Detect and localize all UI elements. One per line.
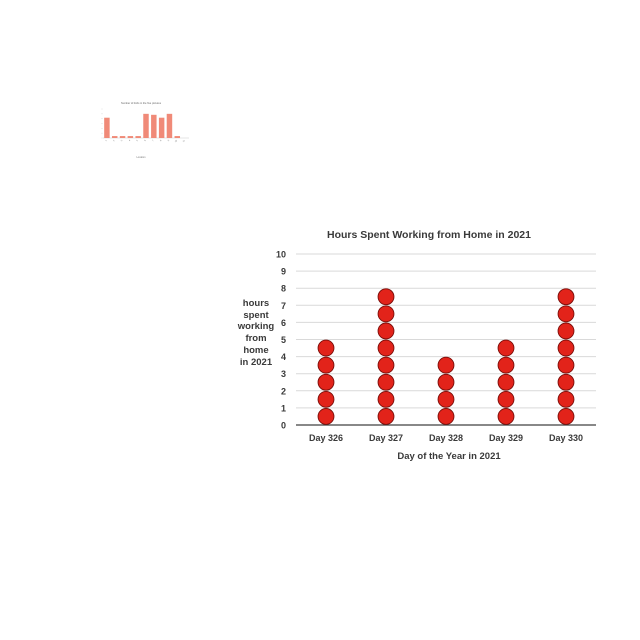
data-dot xyxy=(317,373,335,391)
y-axis-label-line: home xyxy=(243,344,269,356)
data-dot xyxy=(377,305,395,323)
thumb-bar xyxy=(135,136,141,138)
data-dot xyxy=(377,356,395,374)
thumb-category-label: 2 xyxy=(113,139,116,142)
y-axis-label-line: working xyxy=(237,321,275,333)
data-dot xyxy=(557,408,575,425)
x-tick-label: Day 329 xyxy=(489,433,523,443)
chart-title: Hours Spent Working from Home in 2021 xyxy=(327,229,531,241)
x-tick-label: Day 328 xyxy=(429,433,463,443)
y-axis-label: hours spent working from home in 2021 xyxy=(232,298,280,368)
thumb-category-label: 7 xyxy=(152,139,155,142)
y-axis-label-line: from xyxy=(245,333,267,345)
thumb-bar xyxy=(104,117,110,138)
y-tick-label: 1 xyxy=(281,403,286,413)
x-tick-label: Day 330 xyxy=(549,433,583,443)
thumb-bar xyxy=(174,136,181,138)
thumb-category-label: 11 xyxy=(183,139,186,143)
y-tick-label: 4 xyxy=(281,352,286,362)
thumb-category-label: 10 xyxy=(175,139,179,143)
data-dot xyxy=(437,408,455,425)
thumb-category-label: 6 xyxy=(144,139,147,142)
thumb-category-label: 4 xyxy=(129,139,132,142)
data-dot xyxy=(437,390,455,408)
y-tick-label: 3 xyxy=(281,369,286,379)
thumb-bar xyxy=(166,113,173,138)
y-axis-label-line: hours xyxy=(242,298,270,309)
data-dot xyxy=(377,408,395,425)
small-bar-chart: Number of birds in the five pictures 1 2 3 4… xyxy=(101,101,189,159)
thumb-bar xyxy=(119,136,126,138)
y-tick-label: 10 xyxy=(276,250,286,260)
data-dot xyxy=(497,339,515,357)
data-dot xyxy=(497,356,515,374)
data-dot xyxy=(317,339,335,357)
data-dot xyxy=(377,322,395,340)
data-dot xyxy=(317,408,335,425)
data-dot xyxy=(557,390,575,408)
data-dot xyxy=(377,390,395,408)
thumb-bar xyxy=(158,117,165,138)
y-tick-label: 9 xyxy=(281,267,286,277)
thumb-bar xyxy=(111,136,118,138)
thumb-category-label: 1 xyxy=(105,139,108,142)
data-dot xyxy=(557,322,575,340)
x-tick-label: Day 326 xyxy=(309,433,343,443)
thumb-category-label: 8 xyxy=(160,139,163,142)
thumb-category-label: 5 xyxy=(137,139,140,142)
data-dot xyxy=(377,288,395,306)
thumb-title: Number of birds in the five pictures xyxy=(121,101,162,105)
data-dot xyxy=(377,373,395,391)
data-dot xyxy=(557,339,575,357)
x-axis-label: Day of the Year in 2021 xyxy=(397,451,501,462)
y-tick-label: 7 xyxy=(281,301,286,311)
y-tick-label: 5 xyxy=(281,335,286,345)
data-dot xyxy=(557,356,575,374)
thumb-bar xyxy=(151,114,157,138)
data-dot xyxy=(497,408,515,425)
thumb-x-label: Location xyxy=(136,156,146,159)
y-tick-label: 6 xyxy=(281,318,286,328)
data-dot xyxy=(377,339,395,357)
data-dot xyxy=(437,373,455,391)
data-dot xyxy=(557,305,575,323)
data-dot xyxy=(317,390,335,408)
y-tick-label: 0 xyxy=(281,421,286,431)
data-dot xyxy=(557,373,575,391)
x-tick-label: Day 327 xyxy=(369,433,403,443)
data-dot xyxy=(497,373,515,391)
thumb-bar xyxy=(143,113,149,138)
y-axis-label-line: spent xyxy=(243,309,269,321)
data-dot xyxy=(557,288,575,306)
data-dot xyxy=(497,390,515,408)
data-dot xyxy=(317,356,335,374)
y-axis-label-line: in 2021 xyxy=(239,356,273,368)
y-tick-label: 2 xyxy=(281,386,286,396)
y-tick-label: 8 xyxy=(281,284,286,294)
data-dot xyxy=(437,356,455,374)
thumb-category-label: 3 xyxy=(121,139,124,142)
thumb-bar xyxy=(127,136,134,138)
thumb-category-label: 9 xyxy=(168,139,171,142)
